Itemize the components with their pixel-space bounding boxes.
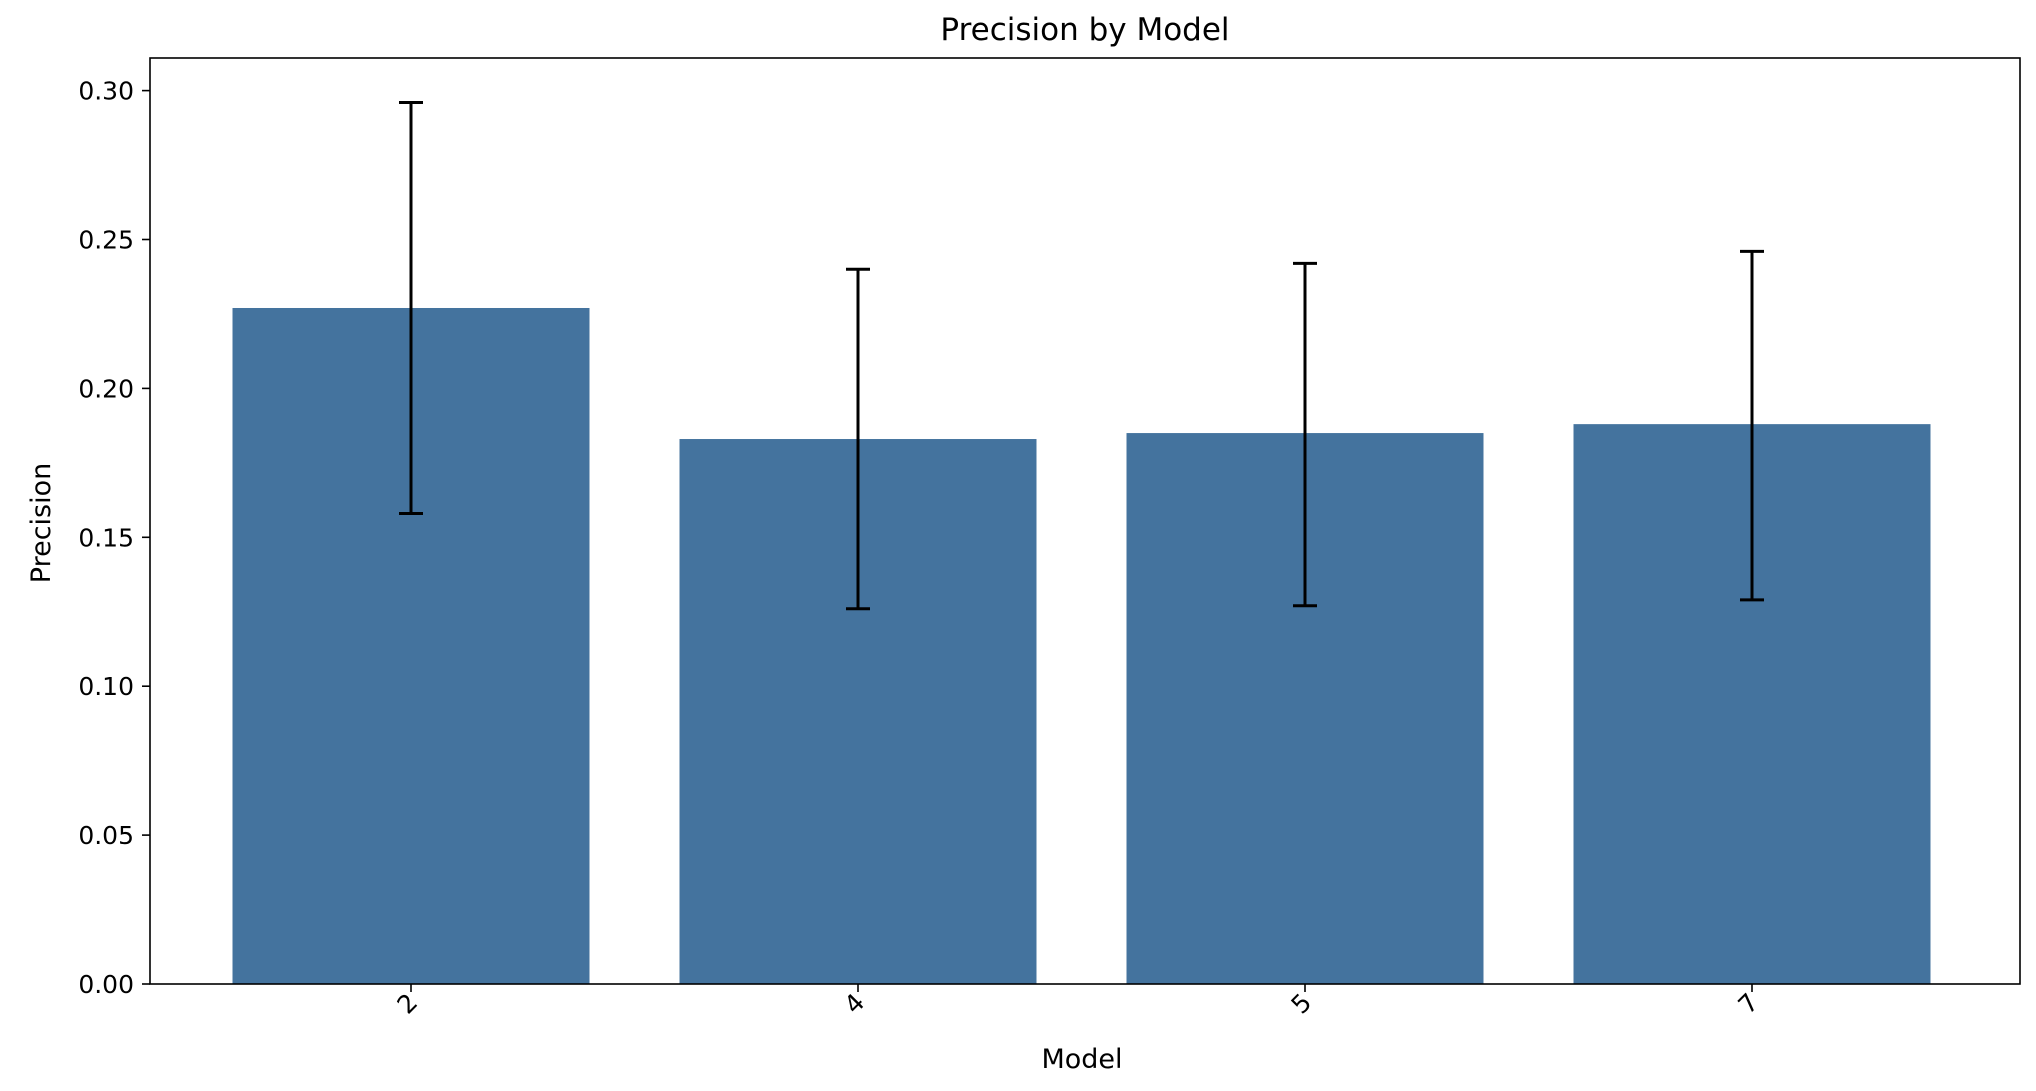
x-tick-label-2: 2 [391, 988, 423, 1020]
x-tick-label-5: 5 [1285, 988, 1317, 1020]
y-tick-label-5: 0.25 [78, 226, 134, 255]
chart-title: Precision by Model [940, 12, 1229, 48]
y-axis-label: Precision [26, 463, 57, 583]
y-tick-label-3: 0.15 [78, 523, 134, 552]
y-tick-label-1: 0.05 [78, 821, 134, 850]
bars-layer [232, 307, 1931, 984]
x-axis-ticks: 2 4 5 7 [391, 984, 1764, 1019]
plot-frame [149, 57, 2021, 985]
y-axis-ticks: 0.00 0.05 0.10 0.15 0.20 0.25 0.30 [78, 77, 150, 999]
x-tick-label-4: 4 [838, 988, 870, 1020]
x-tick-label-7: 7 [1732, 988, 1764, 1020]
error-bars-layer [399, 101, 1764, 611]
y-tick-label-2: 0.10 [78, 672, 134, 701]
y-tick-label-4: 0.20 [78, 374, 134, 403]
y-tick-label-6: 0.30 [78, 77, 134, 106]
y-tick-label-0: 0.00 [78, 970, 134, 999]
x-axis-label: Model [1041, 1044, 1122, 1075]
